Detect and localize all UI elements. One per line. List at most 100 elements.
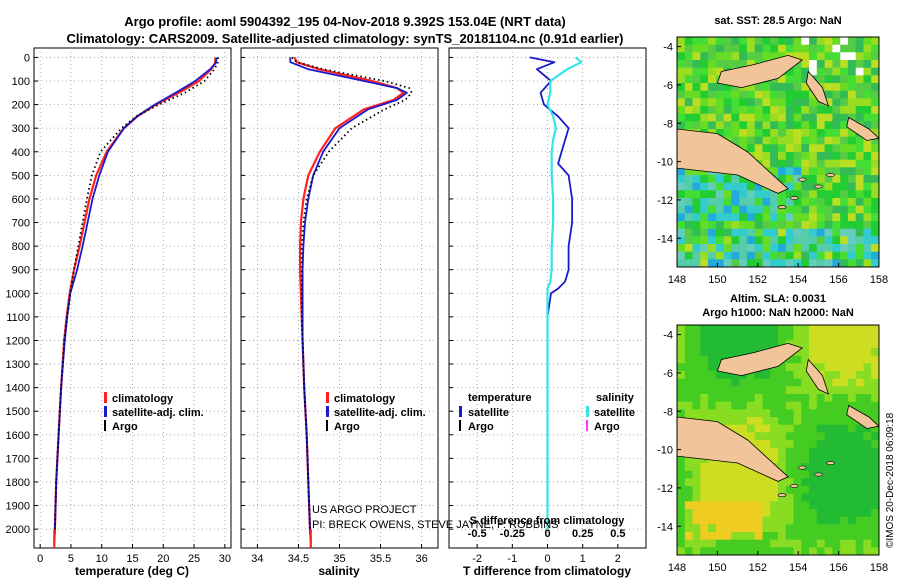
land-png-mainland <box>677 416 789 482</box>
map-cell <box>824 106 833 115</box>
map-cell <box>739 394 748 403</box>
map-cell <box>677 409 686 418</box>
map-cell <box>770 417 779 426</box>
map-cell <box>677 478 686 487</box>
map-cell <box>762 244 771 253</box>
depth-tick-label: 1200 <box>6 335 30 347</box>
map-cell <box>739 244 748 253</box>
map-cell <box>739 44 748 53</box>
map-cell <box>778 129 787 138</box>
map-cell <box>708 386 717 395</box>
map-cell <box>731 136 740 145</box>
land-islet <box>826 461 835 465</box>
figure-title-line1: Argo profile: aoml 5904392_195 04-Nov-20… <box>124 14 566 29</box>
map-cell <box>778 440 787 449</box>
map-cell <box>871 440 879 449</box>
map-cell <box>684 190 694 199</box>
map-cell <box>871 205 879 214</box>
map-cell <box>840 221 849 230</box>
map-cell <box>855 501 864 510</box>
map-cell <box>840 90 849 99</box>
map-cell <box>677 332 686 341</box>
map-cell <box>847 159 857 168</box>
map-cell <box>684 52 694 61</box>
map-cell <box>863 424 872 433</box>
map-cell <box>793 67 802 76</box>
map-cell <box>793 221 802 230</box>
map-cell <box>785 129 795 138</box>
map-cell <box>816 447 826 456</box>
temperature-legend: climatology satellite-adj. clim. Argo <box>104 392 204 433</box>
map-cell <box>715 325 725 334</box>
map-cell <box>746 228 756 237</box>
land-islet <box>789 484 799 488</box>
map-cell <box>684 236 694 245</box>
map-cell <box>770 244 779 253</box>
map-cell <box>793 386 802 395</box>
map-cell <box>700 348 709 357</box>
map-cell <box>754 401 763 410</box>
map-cell <box>762 90 771 99</box>
map-cell <box>731 486 740 495</box>
map-cell <box>871 113 879 122</box>
map-cell <box>715 470 725 479</box>
map-cell <box>692 75 701 84</box>
map-cell <box>863 532 872 541</box>
map-cell <box>840 37 849 46</box>
map-cell <box>847 44 857 53</box>
map-cell <box>863 221 872 230</box>
map-cell <box>832 424 841 433</box>
map-cell <box>824 409 833 418</box>
map-cell <box>801 493 810 502</box>
map-cell <box>824 121 833 130</box>
map-cell <box>832 98 841 107</box>
map-cell <box>778 539 787 548</box>
map-cell <box>793 37 802 46</box>
map-cell <box>832 205 841 214</box>
map-cell <box>801 67 810 76</box>
map-cell <box>824 424 833 433</box>
map-cell <box>770 524 779 533</box>
map-cell <box>692 539 701 548</box>
map-cell <box>739 378 748 387</box>
map-cell <box>684 501 694 510</box>
map-cell <box>770 386 779 395</box>
map-cell <box>785 532 795 541</box>
map-cell <box>847 90 857 99</box>
map-cell <box>871 547 879 555</box>
map-cell <box>871 409 879 418</box>
map-cell <box>739 340 748 349</box>
map-cell <box>824 486 833 495</box>
map-cell <box>832 478 841 487</box>
map-cell <box>824 75 833 84</box>
map-cell <box>801 198 810 207</box>
map-cell <box>855 190 864 199</box>
map-cell <box>762 417 771 426</box>
temperature-axis: 0 5 10 15 20 25 30 <box>34 56 231 565</box>
map-cell <box>824 524 833 533</box>
map-cell <box>871 60 879 69</box>
map-cell <box>754 470 763 479</box>
map-cell <box>871 90 879 99</box>
map-cell <box>700 378 709 387</box>
map-cell <box>863 213 872 222</box>
map-cell <box>762 113 771 122</box>
map-cell <box>692 394 701 403</box>
map-cell <box>793 509 802 518</box>
map-cell <box>762 486 771 495</box>
map-cell <box>770 394 779 403</box>
map-cell <box>840 167 849 176</box>
map-cell <box>871 371 879 380</box>
map-cell <box>840 213 849 222</box>
map-cell <box>863 478 872 487</box>
map-cell <box>871 167 879 176</box>
map-cell <box>700 486 709 495</box>
map-cell <box>778 478 787 487</box>
map-cell <box>770 121 779 130</box>
map-cell <box>708 236 717 245</box>
map-cell <box>770 159 779 168</box>
series-sal-satellite <box>546 56 583 530</box>
map-cell <box>723 129 732 138</box>
map-cell <box>762 228 771 237</box>
map-cell <box>816 332 826 341</box>
